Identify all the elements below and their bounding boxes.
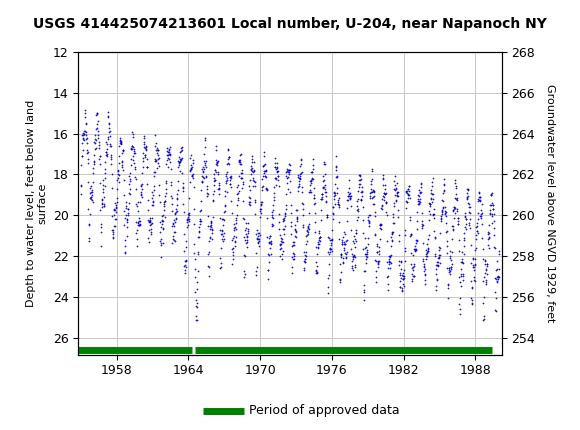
Text: Period of approved data: Period of approved data [249, 404, 400, 417]
Y-axis label: Depth to water level, feet below land
surface: Depth to water level, feet below land su… [26, 100, 47, 307]
Y-axis label: Groundwater level above NGVD 1929, feet: Groundwater level above NGVD 1929, feet [545, 84, 554, 322]
Text: USGS: USGS [30, 11, 85, 29]
Text: USGS 414425074213601 Local number, U-204, near Napanoch NY: USGS 414425074213601 Local number, U-204… [33, 17, 547, 31]
